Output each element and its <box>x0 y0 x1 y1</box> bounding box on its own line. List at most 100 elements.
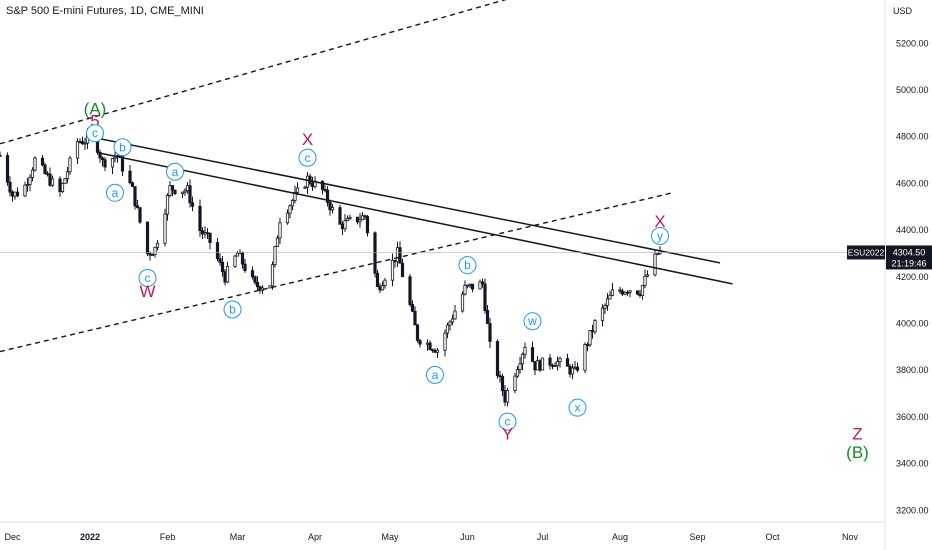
wave-label-circle <box>166 162 184 181</box>
candle <box>600 304 605 327</box>
candle-body <box>165 195 170 215</box>
candle-body <box>445 324 450 334</box>
wave-label: X <box>654 212 665 231</box>
candle <box>515 365 520 378</box>
candle <box>233 254 237 268</box>
candle-body <box>500 375 505 392</box>
candle-body <box>253 276 257 283</box>
candle <box>548 354 552 370</box>
wave-label-circle <box>223 300 242 319</box>
wave-label-circle <box>298 148 317 167</box>
candle <box>180 191 185 198</box>
candle <box>270 261 275 290</box>
candle <box>170 185 175 197</box>
candle-body <box>640 284 645 296</box>
candle-body <box>303 186 307 189</box>
candle-body <box>28 176 32 186</box>
candle <box>355 216 360 225</box>
candle-body <box>443 332 447 351</box>
candle-body <box>233 255 237 267</box>
candle <box>620 288 625 296</box>
candle <box>63 178 67 185</box>
candle <box>290 198 295 211</box>
candle <box>340 221 345 236</box>
time-tick-label: Apr <box>308 532 322 542</box>
candle <box>215 237 220 262</box>
candle <box>453 304 457 320</box>
candle-body <box>623 291 627 295</box>
candle-body <box>483 283 487 311</box>
price-tick-label: 3400.00 <box>896 459 929 469</box>
candle <box>345 215 350 222</box>
price-tick-label: 4200.00 <box>896 272 929 282</box>
candle-body <box>153 246 157 256</box>
candle-body <box>655 253 660 256</box>
candle-body <box>325 189 330 203</box>
candle-body <box>378 286 382 291</box>
candle-body <box>208 232 212 243</box>
candle <box>325 186 330 207</box>
wave-label: b <box>464 258 471 272</box>
candle <box>520 352 525 371</box>
candle-body <box>185 185 190 192</box>
candle <box>10 190 15 202</box>
candle <box>310 176 315 191</box>
candle <box>460 291 465 313</box>
candle <box>275 235 280 247</box>
candle-body <box>50 178 55 186</box>
candle-body <box>235 252 240 257</box>
candle-body <box>555 361 560 367</box>
candle-body <box>358 219 362 223</box>
price-tick-label: 3800.00 <box>896 365 929 375</box>
candle <box>390 253 395 287</box>
candle <box>373 231 377 278</box>
candle <box>208 232 212 250</box>
candle <box>25 178 30 192</box>
candle <box>643 269 647 289</box>
candle-body <box>285 212 290 224</box>
candle <box>635 290 640 296</box>
time-tick-label: Nov <box>842 532 859 542</box>
candle-body <box>128 170 132 184</box>
candle <box>78 138 82 144</box>
candle-body <box>565 358 570 367</box>
candle-body <box>60 183 65 192</box>
candle-body <box>190 202 195 207</box>
candle-body <box>460 293 465 312</box>
candle-body <box>110 158 115 168</box>
candle-body <box>10 191 15 197</box>
price-tick-label: 5200.00 <box>896 38 929 48</box>
candle-body <box>523 347 527 355</box>
candle <box>408 274 412 307</box>
candle-body <box>550 364 555 367</box>
candle-body <box>398 247 402 264</box>
currency-label: USD <box>893 6 913 16</box>
wave-label-circle <box>138 269 157 288</box>
candle-body <box>533 361 537 371</box>
candle <box>220 256 225 277</box>
candle <box>410 300 415 313</box>
candle-body <box>413 310 417 326</box>
candle-body <box>78 141 82 143</box>
candle <box>593 319 597 335</box>
candle-body <box>513 375 517 391</box>
candle-body <box>603 305 607 309</box>
candle-body <box>568 365 572 375</box>
last-price-value: 4304.50 <box>893 247 926 257</box>
candle-body <box>218 258 222 263</box>
candle <box>323 185 327 193</box>
time-tick-label: Oct <box>765 532 780 542</box>
candle <box>605 293 610 311</box>
candle <box>8 176 12 197</box>
candle-body <box>428 342 432 351</box>
candle <box>425 339 430 351</box>
candle <box>653 250 657 277</box>
candle-body <box>173 189 177 195</box>
candle <box>98 149 102 163</box>
candle <box>558 356 562 368</box>
candle-body <box>575 366 580 371</box>
candle <box>603 303 607 314</box>
candle-body <box>535 360 540 371</box>
candle-body <box>585 344 590 346</box>
